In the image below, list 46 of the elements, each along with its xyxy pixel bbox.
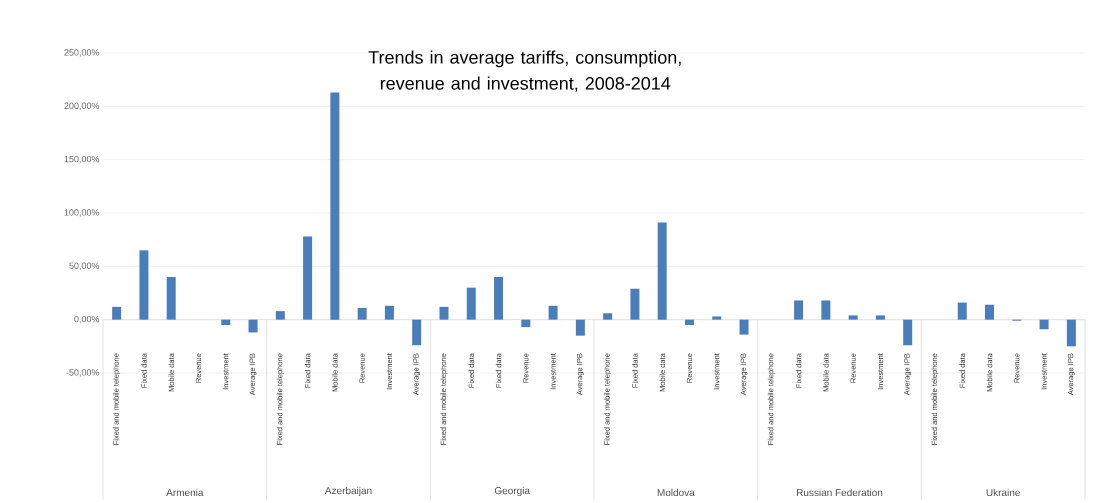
text: Russian Federation <box>796 488 883 497</box>
y-tick-label: 0,00% <box>74 315 100 324</box>
bar <box>139 250 149 320</box>
text: Moldova <box>657 488 695 497</box>
bar <box>712 316 722 320</box>
y-tick-label: 200,00% <box>64 102 100 111</box>
bar <box>248 319 258 333</box>
bar <box>575 319 585 336</box>
bar <box>985 304 995 320</box>
bar <box>957 302 967 320</box>
bar <box>357 307 367 320</box>
bar <box>494 276 504 320</box>
bar <box>875 315 885 320</box>
text: Trends in average tariffs, consumption, revenue and investment, 2008-2014 <box>368 50 681 92</box>
bar <box>1039 319 1049 330</box>
bar <box>657 222 667 320</box>
y-tick-label: 250,00% <box>64 49 100 57</box>
bar <box>1066 319 1076 347</box>
bar <box>739 319 749 335</box>
bar <box>848 315 858 320</box>
y-tick-label: 50,00% <box>69 262 100 271</box>
bar <box>221 319 231 325</box>
bar <box>903 319 913 346</box>
bar <box>412 319 422 346</box>
bar <box>794 300 804 320</box>
bar <box>439 306 449 320</box>
bar <box>303 236 313 320</box>
text: Ukraine <box>986 488 1020 497</box>
text: Azerbaijan <box>324 486 372 497</box>
bar <box>603 313 613 320</box>
bar <box>684 319 694 325</box>
bar <box>275 311 285 320</box>
bar <box>112 306 122 320</box>
bar <box>466 287 476 320</box>
bar <box>330 92 340 320</box>
text: Georgia <box>494 486 530 497</box>
bar <box>384 305 394 320</box>
bar <box>521 319 531 328</box>
bar <box>821 300 831 320</box>
bar <box>630 288 640 320</box>
y-tick-label: 150,00% <box>64 155 100 164</box>
y-tick-label: 100,00% <box>64 209 100 217</box>
text: Armenia <box>166 488 204 497</box>
y-tick-label: -50,00% <box>66 369 100 377</box>
bar <box>166 276 176 320</box>
bar <box>548 305 558 320</box>
